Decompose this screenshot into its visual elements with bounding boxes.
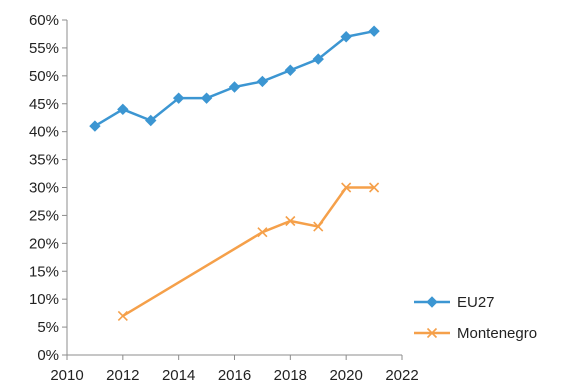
data-point-eu27 xyxy=(368,25,380,37)
y-tick-label: 30% xyxy=(29,180,59,197)
y-tick-label: 15% xyxy=(29,263,59,280)
data-point-eu27 xyxy=(312,53,324,65)
legend-item-montenegro: Montenegro xyxy=(414,325,537,342)
x-tick-label: 2010 xyxy=(50,367,83,384)
data-point-eu27 xyxy=(200,92,213,104)
y-tick-label: 0% xyxy=(37,347,59,364)
y-axis-ticks: 0% 5% 10% 15% 20% 25% 30% 35% 40% 45% 50% 55% 60% xyxy=(29,12,67,364)
series-eu27 xyxy=(89,25,380,132)
series-layer xyxy=(89,25,380,321)
legend: EU27 Montenegro xyxy=(414,294,537,342)
y-tick-label: 5% xyxy=(37,319,59,336)
x-tick-label: 2022 xyxy=(385,367,418,384)
series-montenegro xyxy=(117,182,380,321)
data-point-montenegro xyxy=(117,310,128,321)
data-point-montenegro xyxy=(341,182,352,193)
y-tick-label: 25% xyxy=(29,207,59,224)
x-tick-label: 2020 xyxy=(329,367,362,384)
legend-item-eu27: EU27 xyxy=(414,294,495,311)
x-tick-label: 2018 xyxy=(274,367,307,384)
x-tick-label: 2012 xyxy=(106,367,139,384)
y-tick-label: 50% xyxy=(29,68,59,85)
series-line-montenegro xyxy=(122,186,375,317)
series-line-eu27 xyxy=(94,29,375,128)
data-point-montenegro xyxy=(285,215,296,227)
data-point-eu27 xyxy=(89,120,101,132)
legend-label-montenegro: Montenegro xyxy=(457,325,537,342)
y-tick-label: 10% xyxy=(29,291,59,308)
x-tick-label: 2014 xyxy=(162,367,195,384)
y-tick-label: 20% xyxy=(29,235,59,252)
y-tick-label: 45% xyxy=(29,96,59,113)
data-point-eu27 xyxy=(284,64,297,76)
data-point-eu27 xyxy=(256,75,269,88)
y-tick-label: 35% xyxy=(29,152,59,169)
data-point-eu27 xyxy=(145,114,157,127)
data-point-montenegro xyxy=(369,182,380,193)
y-tick-label: 40% xyxy=(29,124,59,141)
x-tick-label: 2016 xyxy=(218,367,251,384)
data-point-montenegro xyxy=(257,227,268,238)
y-tick-label: 60% xyxy=(29,12,59,29)
data-point-eu27 xyxy=(172,92,185,104)
legend-label-eu27: EU27 xyxy=(457,294,495,311)
legend-marker-eu27 xyxy=(426,296,438,308)
data-point-eu27 xyxy=(117,103,129,116)
x-axis-ticks: 2010 2012 2014 2016 2018 2020 2022 xyxy=(50,355,419,384)
data-point-eu27 xyxy=(340,31,352,43)
data-point-montenegro xyxy=(313,221,324,232)
data-point-eu27 xyxy=(228,81,241,93)
legend-marker-montenegro xyxy=(426,327,438,339)
y-tick-label: 55% xyxy=(29,40,59,57)
